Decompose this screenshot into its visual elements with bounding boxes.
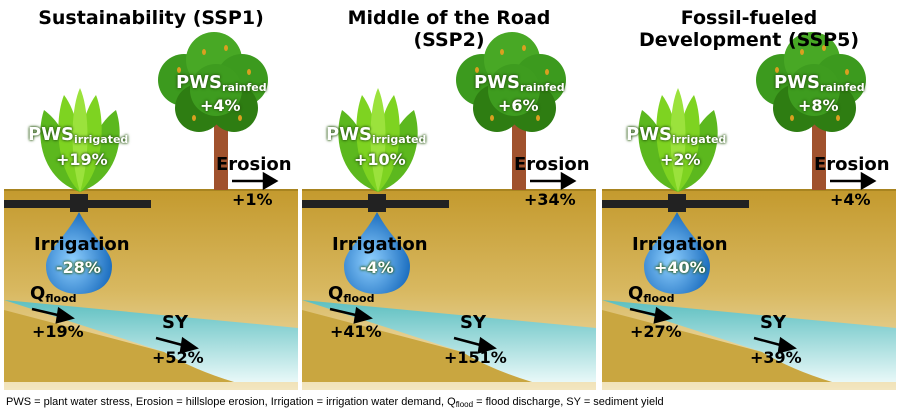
pws-irrigated-value: +19% xyxy=(56,150,108,169)
erosion-arrow xyxy=(232,171,279,191)
scenario-panel-ssp1: Sustainability (SSP1) PWSrainfed +4% PWS… xyxy=(4,0,298,390)
irrigation-pipe xyxy=(4,194,151,212)
sy-arrow xyxy=(453,336,497,354)
pws-rainfed-value: +8% xyxy=(798,96,839,115)
tree-icon xyxy=(456,32,566,190)
irrigation-label: Irrigation xyxy=(34,234,130,255)
qflood-arrow xyxy=(329,306,373,324)
plant-icon xyxy=(40,88,120,192)
panel-title: Sustainability (SSP1) xyxy=(38,7,264,29)
qflood-arrow xyxy=(629,306,673,324)
scenario-panel-ssp5: Fossil-fueled Development (SSP5) PWSrain… xyxy=(602,0,896,390)
sy-label: SY xyxy=(760,312,786,333)
qflood-label: Qflood xyxy=(628,283,675,305)
panel-illustration xyxy=(4,32,298,390)
river-bank xyxy=(602,310,832,382)
plant-icon xyxy=(338,88,418,192)
irrigation-value: +40% xyxy=(654,258,706,277)
sy-value: +151% xyxy=(444,348,507,367)
sy-value: +52% xyxy=(152,348,204,367)
plant-icon xyxy=(638,88,718,192)
sy-arrow xyxy=(155,336,199,354)
erosion-label: Erosion xyxy=(216,154,292,175)
river-bank xyxy=(302,310,532,382)
river-water xyxy=(302,300,596,382)
sy-arrow xyxy=(753,336,797,354)
qflood-value: +41% xyxy=(330,322,382,341)
water-drop-icon xyxy=(644,212,710,294)
panel-illustration xyxy=(302,32,596,390)
river-water xyxy=(4,300,298,382)
pws-irrigated-value: +10% xyxy=(354,150,406,169)
water-drop-icon xyxy=(46,212,112,294)
qflood-label: Qflood xyxy=(328,283,375,305)
pws-rainfed-label: PWSrainfed xyxy=(774,72,865,94)
pws-rainfed-value: +6% xyxy=(498,96,539,115)
irrigation-value: -28% xyxy=(56,258,101,277)
irrigation-label: Irrigation xyxy=(332,234,428,255)
panel-title-line2: (SSP2) xyxy=(413,29,485,51)
erosion-label: Erosion xyxy=(814,154,890,175)
qflood-label: Qflood xyxy=(30,283,77,305)
irrigation-label: Irrigation xyxy=(632,234,728,255)
river-water xyxy=(602,300,896,382)
sy-label: SY xyxy=(460,312,486,333)
pws-rainfed-value: +4% xyxy=(200,96,241,115)
pws-irrigated-label: PWSirrigated xyxy=(326,124,427,146)
panel-title: Fossil-fueled xyxy=(680,7,818,29)
pws-irrigated-label: PWSirrigated xyxy=(28,124,129,146)
qflood-arrow xyxy=(31,306,75,324)
erosion-value: +34% xyxy=(524,190,576,209)
pws-irrigated-value: +2% xyxy=(660,150,701,169)
qflood-value: +27% xyxy=(630,322,682,341)
panel-title-line2: Development (SSP5) xyxy=(638,29,860,51)
sy-label: SY xyxy=(162,312,188,333)
sy-value: +39% xyxy=(750,348,802,367)
tree-icon xyxy=(756,32,866,190)
erosion-label: Erosion xyxy=(514,154,590,175)
pws-irrigated-label: PWSirrigated xyxy=(626,124,727,146)
qflood-value: +19% xyxy=(32,322,84,341)
erosion-value: +4% xyxy=(830,190,871,209)
erosion-arrow xyxy=(830,171,877,191)
water-drop-icon xyxy=(344,212,410,294)
tree-icon xyxy=(158,32,268,190)
panel-illustration xyxy=(602,32,896,390)
footnote: PWS = plant water stress, Erosion = hill… xyxy=(6,396,664,409)
irrigation-pipe xyxy=(602,194,749,212)
irrigation-pipe xyxy=(302,194,449,212)
scenario-panel-ssp2: Middle of the Road (SSP2) PWSrainfed +6%… xyxy=(302,0,596,390)
panel-title: Middle of the Road xyxy=(347,7,551,29)
erosion-arrow xyxy=(530,171,577,191)
erosion-value: +1% xyxy=(232,190,273,209)
pws-rainfed-label: PWSrainfed xyxy=(176,72,267,94)
irrigation-value: -4% xyxy=(360,258,394,277)
pws-rainfed-label: PWSrainfed xyxy=(474,72,565,94)
river-bank xyxy=(4,310,234,382)
